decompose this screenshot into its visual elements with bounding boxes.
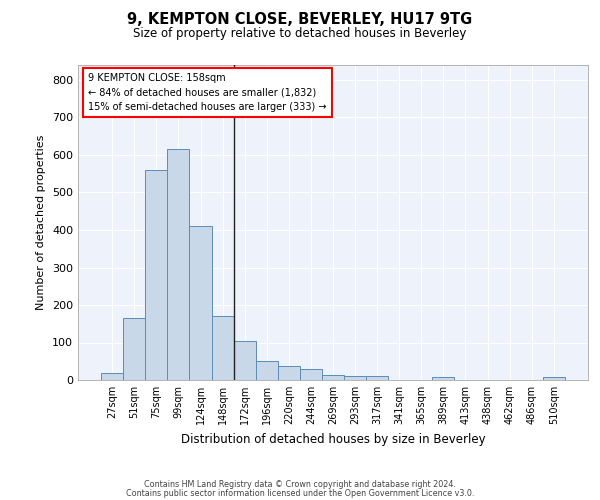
Bar	[190, 226, 212, 380]
Bar	[123, 318, 145, 380]
Text: Size of property relative to detached houses in Beverley: Size of property relative to detached ho…	[133, 28, 467, 40]
Bar	[366, 376, 388, 380]
Bar	[212, 316, 233, 380]
Bar	[256, 360, 278, 380]
Bar	[145, 170, 167, 380]
X-axis label: Distribution of detached houses by size in Beverley: Distribution of detached houses by size …	[181, 432, 485, 446]
Bar	[300, 369, 322, 380]
Bar	[543, 378, 565, 380]
Bar	[167, 150, 190, 380]
Bar	[322, 375, 344, 380]
Bar	[101, 372, 123, 380]
Bar	[278, 366, 300, 380]
Text: 9 KEMPTON CLOSE: 158sqm
← 84% of detached houses are smaller (1,832)
15% of semi: 9 KEMPTON CLOSE: 158sqm ← 84% of detache…	[88, 73, 326, 112]
Bar	[344, 376, 366, 380]
Y-axis label: Number of detached properties: Number of detached properties	[37, 135, 46, 310]
Bar	[233, 342, 256, 380]
Text: Contains public sector information licensed under the Open Government Licence v3: Contains public sector information licen…	[126, 488, 474, 498]
Text: Contains HM Land Registry data © Crown copyright and database right 2024.: Contains HM Land Registry data © Crown c…	[144, 480, 456, 489]
Bar	[433, 377, 454, 380]
Text: 9, KEMPTON CLOSE, BEVERLEY, HU17 9TG: 9, KEMPTON CLOSE, BEVERLEY, HU17 9TG	[127, 12, 473, 28]
